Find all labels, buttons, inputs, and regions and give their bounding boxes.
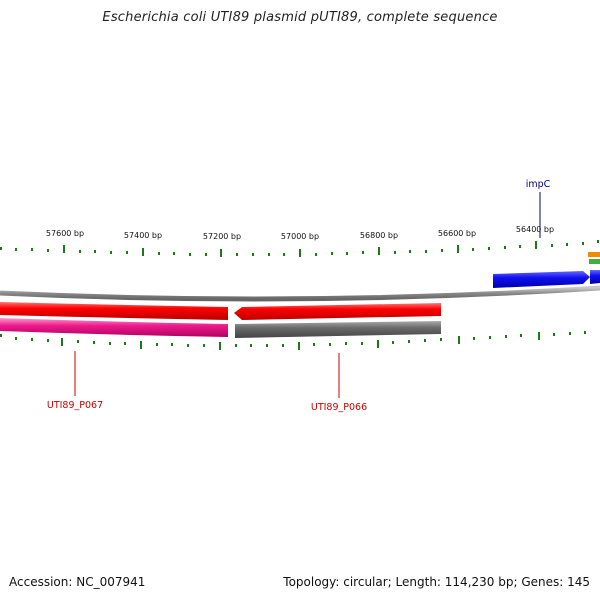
- gene-label-impC: impC: [526, 179, 551, 190]
- accession-text: Accession: NC_007941: [9, 575, 146, 589]
- map-title: Escherichia coli UTI89 plasmid pUTI89, c…: [102, 10, 498, 25]
- tick-label: 57600 bp: [46, 229, 84, 238]
- outer-tick-row: [0, 240, 599, 257]
- tick-label: 57400 bp: [124, 231, 162, 240]
- gene-labels: impC UTI89_P067 UTI89_P066: [47, 179, 551, 413]
- gene-label-UTI89_P066: UTI89_P066: [311, 402, 367, 413]
- gene-impC: [493, 271, 590, 288]
- tick-label: 57200 bp: [203, 232, 241, 241]
- sequence-backbone: [0, 285, 600, 302]
- reverse-strand-genes: [0, 302, 441, 338]
- gene-UTI89_P066: [234, 303, 441, 320]
- tick-label: 56400 bp: [516, 225, 554, 234]
- tick-label: 56600 bp: [438, 229, 476, 238]
- gene-gray-pseudo: [235, 321, 441, 338]
- forward-strand-genes: [493, 252, 600, 288]
- tick-label: 57000 bp: [281, 232, 319, 241]
- gene-label-UTI89_P067: UTI89_P067: [47, 400, 103, 411]
- tick-label: 56800 bp: [360, 231, 398, 240]
- tick-labels: 57600 bp 57400 bp 57200 bp 57000 bp 5680…: [46, 225, 554, 241]
- gene-green-partial: [589, 259, 600, 264]
- gene-red-left: [0, 302, 228, 320]
- sequence-summary: Topology: circular; Length: 114,230 bp; …: [283, 575, 590, 589]
- gene-forward-partial: [590, 270, 600, 284]
- gene-orange-partial: [588, 252, 600, 257]
- inner-tick-row: [0, 331, 586, 350]
- gene-UTI89_P067: [0, 318, 228, 337]
